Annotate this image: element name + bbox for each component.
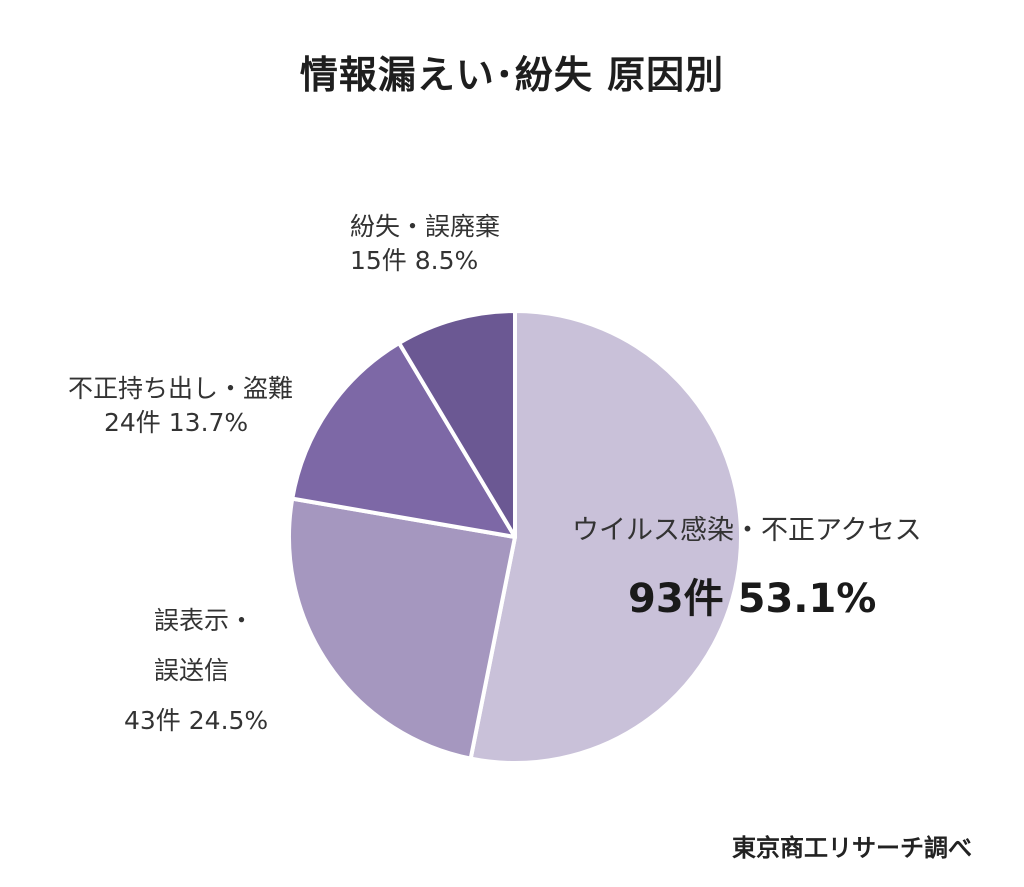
slice-virus-access — [468, 309, 743, 765]
label-virus-name: ウイルス感染・不正アクセス — [572, 515, 922, 546]
label-virus-percent: 53.1% — [737, 576, 877, 622]
label-misdisplay-count: 43件 — [124, 706, 181, 735]
label-virus-value: 93件 53.1% — [628, 566, 876, 624]
label-lost-disposal-name: 紛失・誤廃棄 — [350, 212, 501, 241]
label-theft-count: 24件 — [104, 408, 161, 437]
label-theft: 不正持ち出し・盗難 24件 13.7% — [68, 372, 293, 440]
slice-misdisplay-missend — [287, 496, 517, 761]
label-theft-percent: 13.7% — [168, 408, 249, 437]
label-theft-name: 不正持ち出し・盗難 — [68, 374, 294, 403]
label-misdisplay: 誤表示・ 誤送信 43件 24.5% — [124, 596, 268, 746]
label-theft-value: 24件 13.7% — [68, 406, 293, 440]
label-lost-disposal-value: 15件 8.5% — [350, 244, 500, 278]
label-misdisplay-name-2: 誤送信 — [154, 656, 230, 685]
label-misdisplay-value: 43件 24.5% — [124, 696, 268, 746]
label-lost-disposal-percent: 8.5% — [414, 246, 479, 275]
label-misdisplay-percent: 24.5% — [188, 706, 269, 735]
chart-title: 情報漏えい･紛失 原因別 — [299, 53, 725, 97]
label-virus-count: 93件 — [628, 576, 724, 622]
label-misdisplay-name-1: 誤表示・ — [154, 606, 255, 635]
slice-theft — [290, 340, 517, 539]
source-note: 東京商工リサーチ調べ — [732, 834, 972, 862]
slice-lost-disposal — [397, 309, 517, 539]
label-lost-disposal: 紛失・誤廃棄 15件 8.5% — [350, 210, 500, 278]
label-lost-disposal-count: 15件 — [350, 246, 407, 275]
